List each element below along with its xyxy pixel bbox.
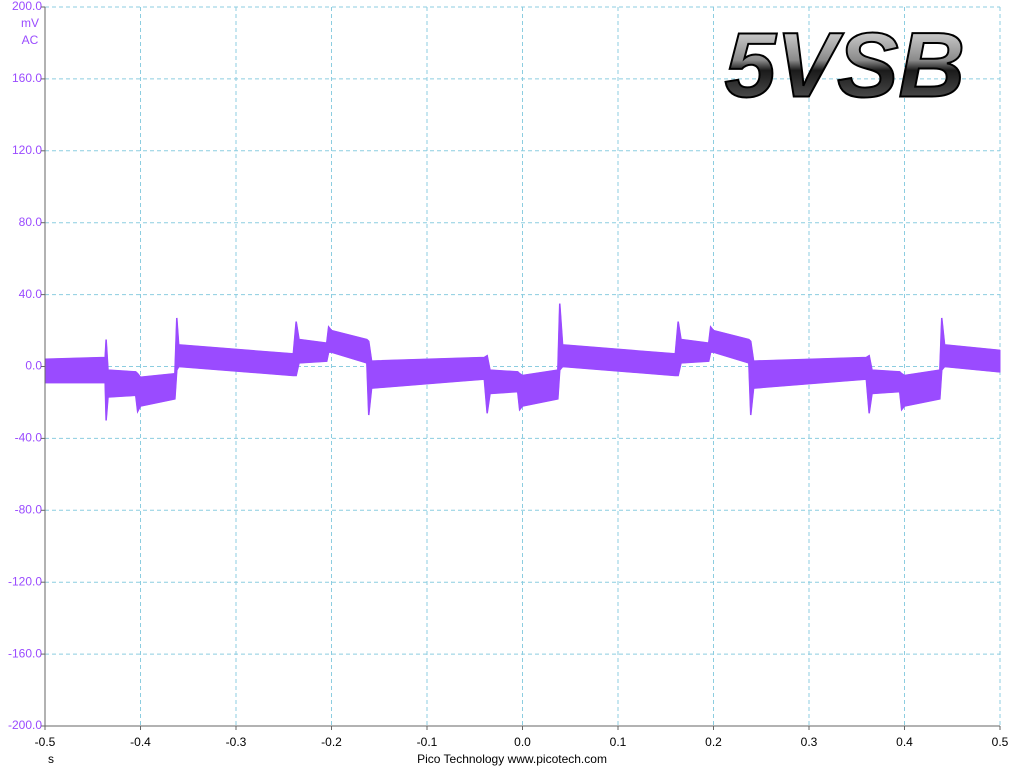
x-tick-label: 0.0 <box>514 735 531 749</box>
x-tick-label: 0.4 <box>896 735 913 749</box>
footer: Pico Technology www.picotech.com <box>417 752 607 766</box>
y-tick-label: 80.0 <box>19 215 43 229</box>
y-tick-label: 160.0 <box>12 71 42 85</box>
y-unit: mV <box>21 16 39 30</box>
signal-envelope <box>45 351 1001 421</box>
plot <box>44 303 1001 421</box>
x-unit: s <box>48 752 54 766</box>
signal-envelope <box>44 303 1001 379</box>
y-tick-label: -80.0 <box>15 502 43 516</box>
chart-title: 5VSB <box>725 14 965 116</box>
x-tick-label: -0.4 <box>130 735 151 749</box>
x-tick-label: -0.1 <box>417 735 438 749</box>
y-tick-label: 120.0 <box>12 143 42 157</box>
coupling: AC <box>22 33 39 47</box>
x-tick-label: -0.3 <box>226 735 247 749</box>
x-tick-label: 0.5 <box>992 735 1009 749</box>
y-tick-label: 200.0 <box>12 0 42 13</box>
y-tick-label: -160.0 <box>8 646 42 660</box>
x-tick-label: 0.3 <box>801 735 818 749</box>
x-tick-label: -0.5 <box>35 735 56 749</box>
y-tick-label: 40.0 <box>19 287 43 301</box>
y-tick-label: -40.0 <box>15 431 43 445</box>
x-tick-label: 0.1 <box>610 735 627 749</box>
x-tick-label: 0.2 <box>705 735 722 749</box>
signal-band <box>44 303 1001 421</box>
y-tick-label: -200.0 <box>8 718 42 732</box>
x-tick-label: -0.2 <box>321 735 342 749</box>
y-tick-label: -120.0 <box>8 574 42 588</box>
y-tick-label: 0.0 <box>25 359 42 373</box>
